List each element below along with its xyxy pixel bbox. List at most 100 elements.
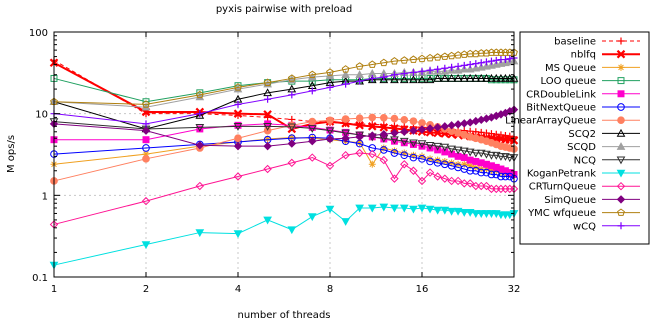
- data-point: [616, 181, 626, 191]
- data-point: [497, 131, 505, 139]
- legend-label: YMC wfqueue: [527, 208, 596, 219]
- data-point: [409, 139, 418, 148]
- x-tick-label: 2: [143, 284, 149, 295]
- data-point: [617, 208, 625, 216]
- data-point: [409, 205, 418, 214]
- data-point: [341, 115, 350, 123]
- data-point: [399, 137, 409, 146]
- data-point: [441, 64, 449, 72]
- series-koganpetrank: [49, 203, 519, 270]
- data-point: [465, 148, 475, 157]
- data-point: [447, 176, 456, 186]
- data-point: [409, 126, 418, 135]
- data-point: [617, 222, 625, 230]
- data-point: [367, 75, 377, 84]
- data-point: [379, 75, 389, 84]
- data-point: [341, 65, 350, 73]
- data-point: [287, 226, 297, 235]
- data-point: [426, 66, 434, 74]
- data-point: [390, 128, 399, 138]
- data-point: [195, 124, 205, 132]
- data-point: [263, 78, 272, 86]
- data-point: [417, 204, 427, 213]
- data-point: [409, 68, 417, 76]
- data-point: [471, 73, 481, 82]
- legend-label: CRTurnQueue: [529, 182, 596, 193]
- legend-label: SCQD: [567, 142, 596, 153]
- legend-entry: CRDoubleLink: [526, 89, 640, 100]
- data-point: [492, 56, 500, 64]
- data-point: [341, 218, 350, 226]
- data-point: [477, 168, 486, 177]
- data-point: [288, 91, 296, 99]
- legend-entry: MS Queue: [545, 63, 640, 74]
- legend-label: MS Queue: [545, 63, 596, 74]
- data-point: [440, 143, 450, 152]
- data-point: [390, 114, 399, 123]
- data-point: [355, 148, 364, 158]
- data-point: [617, 37, 625, 45]
- data-point: [433, 172, 442, 181]
- data-point: [466, 162, 474, 170]
- data-point: [465, 179, 475, 188]
- data-point: [233, 172, 243, 181]
- data-point: [418, 67, 426, 75]
- legend-entry: baseline: [554, 37, 640, 48]
- data-point: [487, 151, 496, 160]
- data-point: [497, 172, 505, 181]
- data-point: [418, 154, 426, 163]
- series-line: [53, 152, 514, 225]
- data-point: [460, 61, 468, 69]
- data-point: [487, 73, 496, 82]
- data-point: [433, 123, 442, 132]
- data-point: [390, 124, 399, 133]
- data-point: [505, 73, 515, 82]
- data-point: [380, 144, 388, 152]
- data-point: [505, 154, 515, 163]
- legend-label: KoganPetrank: [527, 169, 596, 180]
- data-point: [355, 62, 364, 70]
- data-point: [460, 160, 468, 168]
- data-point: [400, 139, 408, 147]
- data-point: [355, 114, 364, 123]
- data-point: [195, 141, 205, 150]
- data-point: [471, 149, 481, 158]
- legend-entry: nblfq: [571, 50, 640, 61]
- data-point: [142, 136, 150, 144]
- data-point: [233, 109, 243, 118]
- legend-entry: LinearArrayQueue: [505, 116, 640, 127]
- y-axis-title: M ops/s: [6, 135, 17, 173]
- data-point: [341, 70, 350, 79]
- data-point: [287, 74, 296, 82]
- data-point: [400, 70, 408, 78]
- data-point: [496, 73, 506, 82]
- data-point: [433, 128, 442, 138]
- data-point: [426, 53, 434, 62]
- data-point: [355, 70, 364, 79]
- series-scqd: [49, 56, 519, 111]
- y-tick-label: 1: [42, 191, 48, 202]
- data-point: [459, 147, 469, 156]
- data-point: [453, 176, 463, 186]
- data-point: [196, 125, 204, 133]
- data-point: [448, 63, 456, 71]
- data-point: [482, 58, 490, 66]
- legend-entry: YMC wfqueue: [527, 208, 640, 219]
- legend-label: SimQueue: [544, 195, 596, 206]
- data-point: [195, 181, 205, 191]
- data-point: [141, 126, 151, 135]
- data-point: [454, 129, 462, 137]
- data-point: [447, 73, 456, 82]
- data-point: [447, 121, 456, 130]
- data-point: [453, 146, 463, 155]
- data-point: [433, 142, 442, 151]
- data-point: [505, 172, 514, 181]
- data-point: [459, 73, 469, 82]
- data-point: [234, 100, 242, 108]
- legend-label: wCQ: [573, 221, 596, 232]
- data-point: [195, 90, 204, 99]
- data-point: [487, 170, 496, 179]
- data-point: [477, 59, 485, 67]
- data-point: [426, 157, 434, 166]
- series-line: [53, 137, 514, 175]
